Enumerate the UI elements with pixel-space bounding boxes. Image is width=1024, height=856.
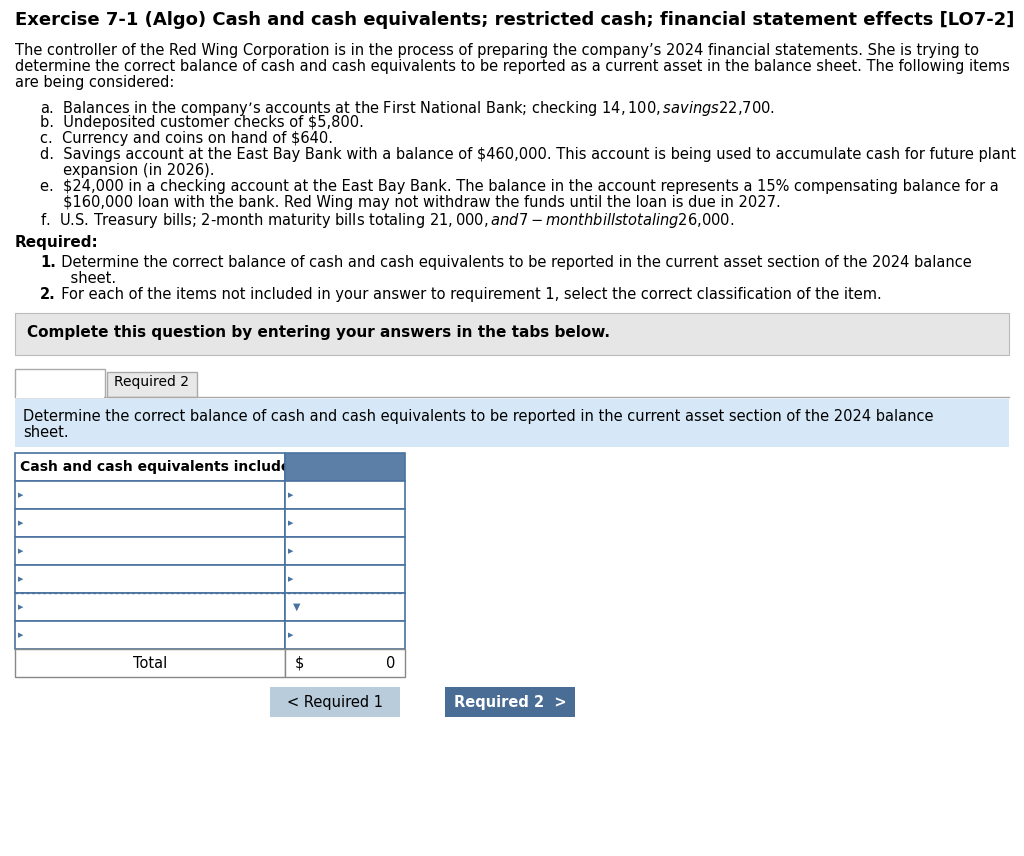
Text: Cash and cash equivalents includes:: Cash and cash equivalents includes:: [20, 460, 304, 474]
Bar: [15, 565, 285, 593]
Text: b.  Undeposited customer checks of $5,800.: b. Undeposited customer checks of $5,800…: [40, 115, 364, 130]
Text: ▶: ▶: [288, 492, 293, 498]
Text: $: $: [295, 656, 304, 670]
Text: < Required 1: < Required 1: [287, 694, 383, 710]
Text: ▶: ▶: [18, 576, 24, 582]
Text: Total: Total: [133, 656, 167, 670]
Bar: [270, 687, 400, 717]
Bar: [16, 395, 104, 397]
Bar: [15, 621, 285, 649]
Text: f.  U.S. Treasury bills; 2-month maturity bills totaling $21,000, and 7-month bi: f. U.S. Treasury bills; 2-month maturity…: [40, 211, 734, 230]
Text: expansion (in 2026).: expansion (in 2026).: [40, 163, 214, 178]
Bar: [285, 453, 406, 481]
Bar: [285, 537, 406, 565]
Bar: [285, 565, 406, 593]
Bar: [15, 537, 285, 565]
Text: Exercise 7-1 (Algo) Cash and cash equivalents; restricted cash; financial statem: Exercise 7-1 (Algo) Cash and cash equiva…: [15, 11, 1015, 29]
Text: Required:: Required:: [15, 235, 98, 250]
Text: Determine the correct balance of cash and cash equivalents to be reported in the: Determine the correct balance of cash an…: [23, 409, 934, 424]
Text: ▶: ▶: [288, 548, 293, 554]
Bar: [285, 649, 406, 677]
Text: determine the correct balance of cash and cash equivalents to be reported as a c: determine the correct balance of cash an…: [15, 59, 1010, 74]
Bar: [16, 395, 104, 397]
Bar: [106, 372, 197, 397]
Text: Determine the correct balance of cash and cash equivalents to be reported in the: Determine the correct balance of cash an…: [52, 255, 972, 270]
Text: ▶: ▶: [18, 520, 24, 526]
Text: 1.: 1.: [40, 255, 56, 270]
Text: e.  $24,000 in a checking account at the East Bay Bank. The balance in the accou: e. $24,000 in a checking account at the …: [40, 179, 998, 194]
Text: Required 1: Required 1: [23, 376, 97, 390]
Text: 2.: 2.: [40, 287, 55, 302]
Text: $160,000 loan with the bank. Red Wing may not withdraw the funds until the loan : $160,000 loan with the bank. Red Wing ma…: [40, 195, 780, 210]
Bar: [285, 509, 406, 537]
Bar: [15, 649, 285, 677]
Bar: [285, 481, 406, 509]
Text: ▶: ▶: [288, 632, 293, 638]
Text: a.  Balances in the company’s accounts at the First National Bank; checking $14,: a. Balances in the company’s accounts at…: [40, 99, 775, 118]
Text: sheet.: sheet.: [23, 425, 69, 440]
Text: d.  Savings account at the East Bay Bank with a balance of $460,000. This accoun: d. Savings account at the East Bay Bank …: [40, 147, 1016, 162]
Bar: [15, 593, 285, 621]
Text: ▼: ▼: [293, 602, 300, 612]
Text: ▶: ▶: [288, 520, 293, 526]
Text: ▶: ▶: [18, 548, 24, 554]
Text: Required 2: Required 2: [115, 375, 189, 389]
Bar: [15, 399, 1009, 447]
Text: For each of the items not included in your answer to requirement 1, select the c: For each of the items not included in yo…: [52, 287, 882, 302]
Text: 0: 0: [386, 656, 395, 670]
Text: are being considered:: are being considered:: [15, 75, 174, 90]
Text: Complete this question by entering your answers in the tabs below.: Complete this question by entering your …: [27, 324, 610, 340]
Bar: [285, 593, 406, 621]
Text: ▶: ▶: [18, 604, 24, 610]
Bar: [15, 313, 1009, 355]
Text: Required 2  >: Required 2 >: [454, 694, 566, 710]
Text: ▶: ▶: [288, 576, 293, 582]
Bar: [15, 481, 285, 509]
Bar: [445, 687, 575, 717]
Bar: [15, 509, 285, 537]
Bar: [285, 621, 406, 649]
Text: ▶: ▶: [18, 632, 24, 638]
Text: The controller of the Red Wing Corporation is in the process of preparing the co: The controller of the Red Wing Corporati…: [15, 43, 979, 58]
Text: c.  Currency and coins on hand of $640.: c. Currency and coins on hand of $640.: [40, 131, 333, 146]
Text: sheet.: sheet.: [52, 271, 116, 286]
Bar: [15, 369, 105, 397]
Text: ▶: ▶: [18, 492, 24, 498]
Bar: [15, 453, 285, 481]
